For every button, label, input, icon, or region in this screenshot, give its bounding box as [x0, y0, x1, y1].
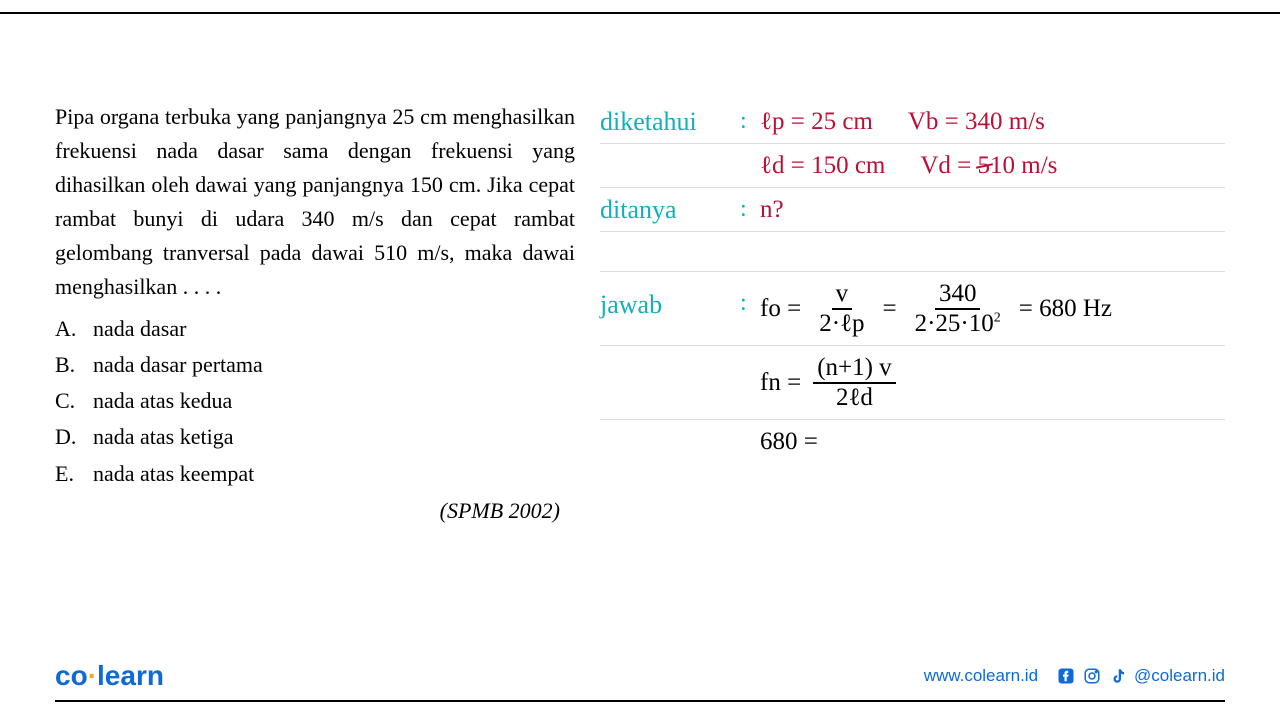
empty-colon: [740, 354, 760, 411]
option-a: A. nada dasar: [55, 311, 575, 347]
last-line: 680 =: [760, 428, 818, 456]
option-label: B.: [55, 347, 93, 383]
top-border: [0, 12, 1280, 14]
facebook-icon[interactable]: [1056, 666, 1076, 686]
option-b: B. nada dasar pertama: [55, 347, 575, 383]
website-link[interactable]: www.colearn.id: [924, 666, 1038, 686]
answer-row-1: jawab : fo = v 2·ℓp = 340 2·25·102 = 680…: [600, 272, 1225, 346]
answer-row-2: fn = (n+1) v 2ℓd: [600, 346, 1225, 420]
footer-right: www.colearn.id @colearn.id: [924, 666, 1225, 686]
work-panel: diketahui : ℓp = 25 cm Vb = 340 m/s ℓd =…: [600, 100, 1225, 524]
jawab-label: jawab: [600, 280, 740, 337]
question-source: (SPMB 2002): [55, 498, 575, 524]
result: = 680 Hz: [1019, 295, 1112, 323]
given-values-1: ℓp = 25 cm Vb = 340 m/s: [760, 108, 1225, 136]
colon: :: [740, 280, 760, 337]
asked-value: n?: [760, 196, 1225, 224]
option-text: nada atas kedua: [93, 383, 232, 419]
option-text: nada atas ketiga: [93, 419, 234, 455]
option-text: nada dasar: [93, 311, 186, 347]
option-text: nada dasar pertama: [93, 347, 263, 383]
vd-value: Vd = 510 m/s: [920, 152, 1057, 180]
instagram-icon[interactable]: [1082, 666, 1102, 686]
lp-value: ℓp = 25 cm: [760, 108, 873, 136]
given-row-2: ℓd = 150 cm Vd = 510 m/s: [600, 144, 1225, 188]
tiktok-icon[interactable]: [1108, 666, 1128, 686]
asked-row: ditanya : n?: [600, 188, 1225, 232]
ld-value: ℓd = 150 cm: [760, 152, 885, 180]
options-list: A. nada dasar B. nada dasar pertama C. n…: [55, 311, 575, 492]
social-links: @colearn.id: [1056, 666, 1225, 686]
fn-label: fn =: [760, 369, 801, 397]
spacer-row: [600, 232, 1225, 272]
strike-char: 5: [978, 152, 991, 180]
colon: :: [740, 108, 760, 135]
given-row-1: diketahui : ℓp = 25 cm Vb = 340 m/s: [600, 100, 1225, 144]
question-panel: Pipa organa terbuka yang panjangnya 25 c…: [55, 100, 600, 524]
equals: =: [883, 295, 897, 323]
fo-label: fo =: [760, 295, 801, 323]
option-text: nada atas keempat: [93, 456, 254, 492]
answer-eq-3: 680 =: [760, 428, 1225, 456]
option-c: C. nada atas kedua: [55, 383, 575, 419]
diketahui-label: diketahui: [600, 107, 740, 137]
question-text: Pipa organa terbuka yang panjangnya 25 c…: [55, 100, 575, 305]
option-label: C.: [55, 383, 93, 419]
fn-fraction: (n+1) v 2ℓd: [813, 354, 896, 411]
option-e: E. nada atas keempat: [55, 456, 575, 492]
colearn-logo: co·learn: [55, 660, 164, 692]
content-area: Pipa organa terbuka yang panjangnya 25 c…: [55, 100, 1225, 524]
empty-label: [600, 354, 740, 411]
social-handle: @colearn.id: [1134, 666, 1225, 686]
ditanya-label: ditanya: [600, 195, 740, 225]
option-d: D. nada atas ketiga: [55, 419, 575, 455]
logo-dot: ·: [88, 660, 97, 691]
answer-row-3: 680 =: [600, 420, 1225, 464]
numeric-fraction: 340 2·25·102: [911, 280, 1005, 337]
given-values-2: ℓd = 150 cm Vd = 510 m/s: [760, 152, 1225, 180]
answer-eq-1: fo = v 2·ℓp = 340 2·25·102 = 680 Hz: [760, 280, 1225, 337]
vb-value: Vb = 340 m/s: [908, 108, 1045, 136]
option-label: A.: [55, 311, 93, 347]
option-label: E.: [55, 456, 93, 492]
colon: :: [740, 196, 760, 223]
footer: co·learn www.colearn.id @colearn.id: [55, 660, 1225, 702]
option-label: D.: [55, 419, 93, 455]
answer-eq-2: fn = (n+1) v 2ℓd: [760, 354, 1225, 411]
fo-fraction: v 2·ℓp: [815, 280, 868, 337]
